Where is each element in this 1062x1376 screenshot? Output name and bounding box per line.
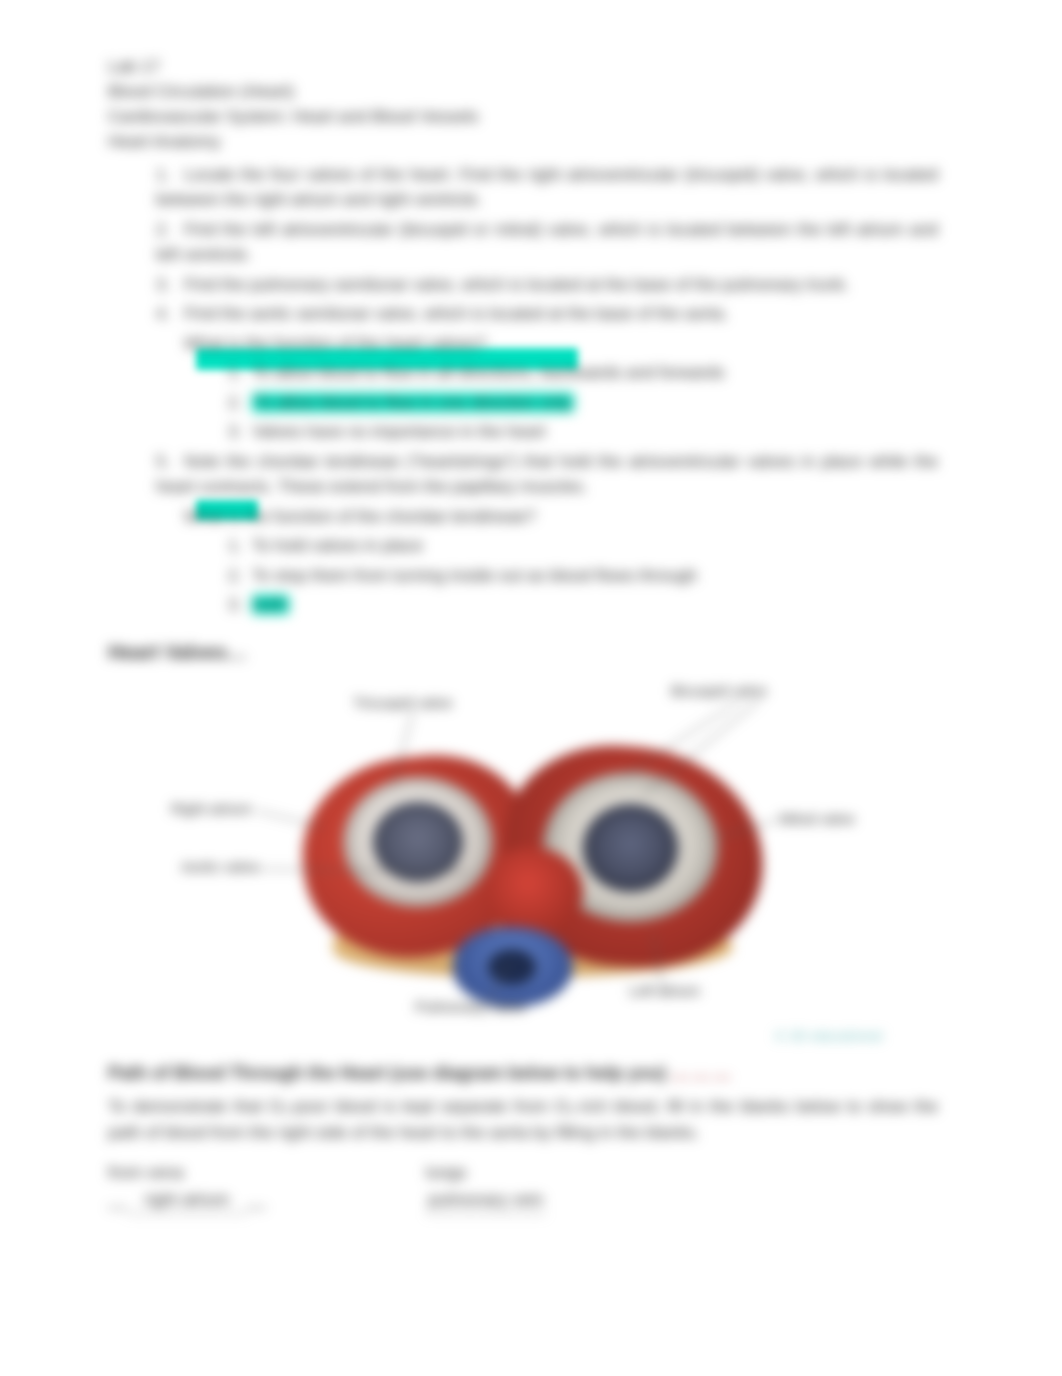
item-text: Find the left atrioventricular (bicuspid… [156, 220, 938, 265]
list-item: 1.To hold valves in place [228, 533, 938, 559]
label-right-atrium: Right atrium [171, 801, 252, 818]
label-mitral: Mitral valve [779, 811, 855, 828]
question-1: What is the function of the heart valves… [156, 331, 938, 357]
list-item: 3.Valves have no importance in the heart [228, 419, 938, 445]
item-number: 3. [156, 272, 184, 298]
header-line-4: Heart Anatomy [108, 131, 938, 154]
col2-blank: pulmonary vein [426, 1187, 546, 1214]
path-title-dots: ……… [671, 1063, 734, 1083]
list-item: 1.Locate the four valves of the heart. F… [156, 162, 938, 213]
item-text: To allow blood to flow in all directions… [252, 363, 724, 382]
q1-options: 1.To allow blood to flow in all directio… [156, 360, 938, 445]
item-text: Locate the four valves of the heart. Fin… [156, 165, 938, 210]
label-tricuspid: Tricuspid valve [353, 695, 452, 712]
col2-label: lungs [426, 1160, 546, 1186]
list-item: 4.Find the aortic semilunar valve, which… [156, 301, 938, 327]
blank-columns: from vena __right atrium__ lungs pulmona… [108, 1160, 938, 1214]
list-item: 2.Find the left atrioventricular (bicusp… [156, 217, 938, 268]
label-pulmonary: Pulmonary valve [415, 999, 526, 1016]
leader-lines [163, 677, 883, 1037]
header-line-1: Lab 17 [108, 56, 938, 79]
item-number: 4. [156, 301, 184, 327]
item-text: Find the pulmonary semilunar valve, whic… [184, 275, 849, 294]
list-item: 3.both [228, 592, 938, 618]
item-text: To stop them from turning inside out as … [252, 566, 697, 585]
item-text: To hold valves in place [252, 536, 423, 555]
item-number: 2. [156, 217, 184, 243]
col1-label: from vena [108, 1160, 266, 1186]
heart-valves-title: Heart Valves… [108, 642, 938, 665]
image-attribution: © JD educational [775, 1029, 883, 1043]
column-right: lungs pulmonary vein [426, 1160, 546, 1214]
item-text: Find the aortic semilunar valve, which i… [184, 304, 728, 323]
header-line-3: Cardiovascular System: Heart and Blood V… [108, 106, 938, 129]
path-title-text: Path of Blood Through the Heart (use dia… [108, 1063, 666, 1083]
item-number: 1. [156, 162, 184, 188]
label-aortic: Aortic valve [181, 859, 259, 876]
item-number: 2. [228, 390, 252, 416]
item-number: 5. [156, 449, 184, 475]
q2-options: 1.To hold valves in place 2.To stop them… [156, 533, 938, 618]
item-number: 1. [228, 360, 252, 386]
item-number: 2. [228, 563, 252, 589]
numbered-list: 1.Locate the four valves of the heart. F… [108, 162, 938, 618]
label-bicuspid: Bicuspid valve [671, 683, 767, 700]
label-left-atrium: Left atrium [629, 983, 700, 1000]
list-item: 3.Find the pulmonary semilunar valve, wh… [156, 272, 938, 298]
path-of-blood-title: Path of Blood Through the Heart (use dia… [108, 1063, 938, 1084]
header-line-2: Blood Circulation (Heart) [108, 81, 938, 104]
list-item: 5.Note the chordae tendineae (“heartstri… [156, 449, 938, 500]
highlighted-answer: both [252, 595, 289, 614]
list-item: 2.To stop them from turning inside out a… [228, 563, 938, 589]
question-2: What is the function of the chordae tend… [156, 504, 938, 530]
col1-blank: right atrium [127, 1187, 247, 1214]
highlighted-answer: To allow blood to flow in one direction … [252, 393, 574, 412]
item-number: 3. [228, 419, 252, 445]
list-item: 2.To allow blood to flow in one directio… [228, 390, 938, 416]
item-number: 1. [228, 533, 252, 559]
item-number: 3. [228, 592, 252, 618]
list-item: 1.To allow blood to flow in all directio… [228, 360, 938, 386]
heart-valves-diagram: Tricuspid valve Right atrium Aortic valv… [163, 677, 883, 1037]
item-text: Valves have no importance in the heart [252, 422, 546, 441]
document-page: Lab 17 Blood Circulation (Heart) Cardiov… [108, 56, 938, 1214]
column-left: from vena __right atrium__ [108, 1160, 266, 1214]
instruction-paragraph: To demonstrate that O₂-poor blood is kep… [108, 1094, 938, 1147]
item-text: Note the chordae tendineae (“heartstring… [156, 452, 938, 497]
